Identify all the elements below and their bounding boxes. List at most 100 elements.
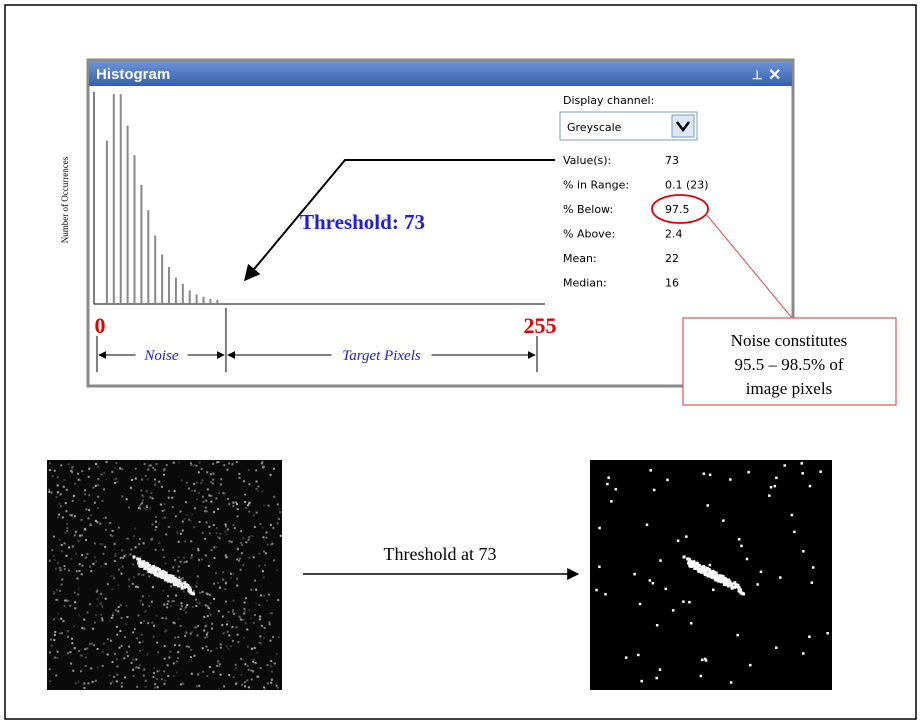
noise-speck — [180, 625, 182, 627]
noise-speck — [277, 599, 279, 601]
noise-speck — [114, 560, 116, 562]
noise-speck — [145, 680, 147, 682]
residual-speck — [730, 681, 733, 684]
noise-speck — [114, 482, 116, 484]
noise-speck — [181, 479, 183, 481]
noise-speck — [215, 497, 217, 499]
callout-text: 95.5 – 98.5% of — [734, 355, 843, 374]
noise-speck — [136, 637, 138, 639]
noise-speck — [67, 636, 69, 638]
noise-speck — [225, 556, 227, 558]
noise-speck — [197, 674, 199, 676]
noise-speck — [155, 463, 157, 465]
target-speck — [738, 589, 741, 592]
target-speck — [683, 555, 686, 558]
noise-speck — [270, 524, 272, 526]
target-speck — [139, 560, 142, 563]
noise-speck — [244, 602, 246, 604]
residual-speck — [659, 668, 662, 671]
target-speck — [725, 581, 728, 584]
noise-speck — [180, 683, 182, 685]
noise-speck — [145, 686, 147, 688]
stat-label: Value(s): — [563, 154, 611, 167]
noise-speck — [77, 473, 79, 475]
noise-speck — [141, 634, 143, 636]
residual-speck — [690, 622, 693, 625]
noise-speck — [190, 660, 192, 662]
noise-speck — [81, 554, 83, 556]
noise-speck — [255, 662, 257, 664]
noise-speck — [90, 514, 92, 516]
noise-speck — [139, 642, 141, 644]
noise-speck — [133, 535, 135, 537]
noise-speck — [113, 577, 115, 579]
noise-speck — [186, 514, 188, 516]
noise-speck — [68, 569, 70, 571]
residual-speck — [703, 472, 706, 475]
dropdown-button[interactable] — [672, 115, 694, 137]
noise-speck — [56, 599, 58, 601]
noise-speck — [262, 467, 264, 469]
noise-speck — [54, 631, 56, 633]
noise-speck — [195, 599, 197, 601]
noise-speck — [278, 518, 280, 520]
noise-speck — [155, 614, 157, 616]
noise-speck — [164, 658, 166, 660]
noise-speck — [219, 587, 221, 589]
noise-speck — [263, 504, 265, 506]
noise-speck — [208, 607, 210, 609]
noise-speck — [63, 565, 65, 567]
noise-speck — [59, 590, 61, 592]
noise-speck — [49, 469, 51, 471]
noise-speck — [58, 514, 60, 516]
title-bar — [89, 61, 792, 86]
noise-speck — [103, 472, 105, 474]
noise-speck — [216, 648, 218, 650]
noise-speck — [70, 470, 72, 472]
close-button[interactable]: ✕ — [768, 67, 781, 84]
noise-speck — [213, 546, 215, 548]
residual-speck — [738, 538, 741, 541]
noise-speck — [88, 494, 90, 496]
noise-speck — [53, 593, 55, 595]
noise-speck — [158, 542, 160, 544]
noise-speck — [143, 668, 145, 670]
target-speck — [692, 560, 695, 563]
noise-speck — [101, 604, 103, 606]
residual-speck — [802, 652, 805, 655]
noise-speck — [146, 506, 148, 508]
noise-speck — [151, 622, 153, 624]
noise-speck — [73, 495, 75, 497]
noise-speck — [59, 632, 61, 634]
noise-speck — [205, 625, 207, 627]
noise-speck — [92, 628, 94, 630]
noise-speck — [102, 517, 104, 519]
noise-speck — [135, 468, 137, 470]
noise-speck — [139, 650, 141, 652]
noise-speck — [191, 557, 193, 559]
noise-speck — [238, 557, 240, 559]
noise-speck — [90, 667, 92, 669]
noise-speck — [178, 566, 180, 568]
noise-speck — [219, 663, 221, 665]
noise-speck — [235, 683, 237, 685]
target-speck — [175, 581, 178, 584]
noise-speck — [162, 517, 164, 519]
noise-speck — [279, 511, 281, 513]
target-speck — [718, 575, 721, 578]
noise-speck — [182, 521, 184, 523]
pin-button[interactable]: ⊥ — [752, 68, 762, 82]
noise-speck — [139, 664, 141, 666]
noise-speck — [209, 666, 211, 668]
noise-speck — [176, 661, 178, 663]
target-speck — [157, 574, 160, 577]
residual-speck — [649, 469, 652, 472]
noise-speck — [57, 476, 59, 478]
noise-speck — [253, 556, 255, 558]
noise-speck — [53, 591, 55, 593]
noise-speck — [256, 512, 258, 514]
noise-speck — [222, 571, 224, 573]
noise-speck — [84, 648, 86, 650]
residual-speck — [729, 478, 732, 481]
noise-speck — [101, 473, 103, 475]
